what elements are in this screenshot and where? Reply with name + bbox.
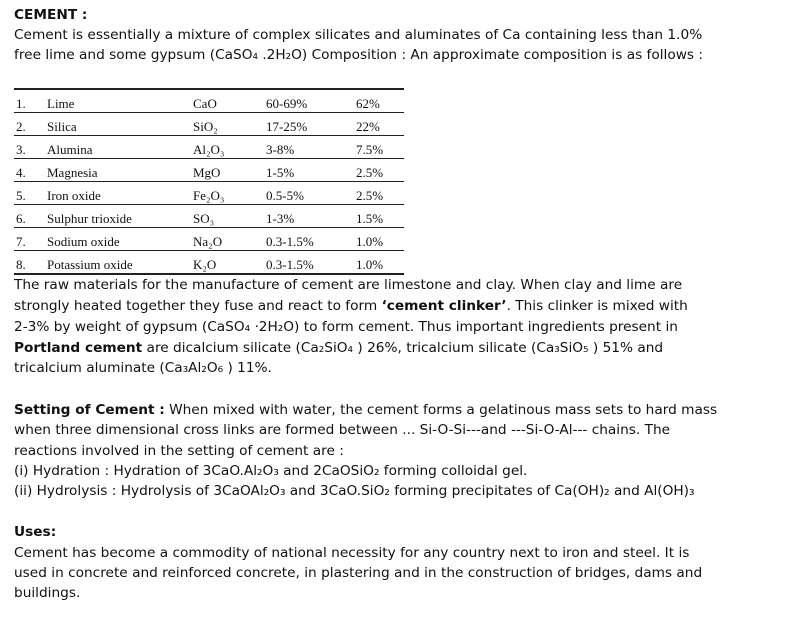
component-name: Sodium oxide [47, 227, 193, 251]
raw-line-2-end: . This clinker is mixed with [506, 298, 688, 314]
intro-line-2: free lime and some gypsum (CaSO₄ .2H₂O) … [14, 47, 704, 63]
chemical-formula: MgO [193, 158, 266, 182]
uses-line-1: Cement has become a commodity of nationa… [14, 545, 690, 561]
chemical-formula: Na₂O [193, 227, 266, 251]
raw-materials-line-2: strongly heated together they fuse and r… [14, 296, 688, 317]
row-number: 3. [14, 135, 47, 159]
component-name: Lime [47, 88, 193, 113]
component-name: Magnesia [47, 158, 193, 182]
percent-range: 0.3-1.5% [266, 250, 356, 275]
typical-percent: 62% [356, 88, 404, 113]
table-row: 4. Magnesia MgO 1-5% 2.5% [14, 158, 404, 182]
setting-line-3: reactions involved in the setting of cem… [14, 443, 344, 459]
row-number: 4. [14, 158, 47, 182]
portland-cement-term: Portland cement [14, 340, 143, 356]
raw-materials-line-1: The raw materials for the manufacture of… [14, 277, 683, 293]
chemical-formula: SO₃ [193, 204, 266, 228]
typical-percent: 2.5% [356, 181, 404, 205]
setting-line-2: when three dimensional cross links are f… [14, 422, 671, 438]
percent-range: 60-69% [266, 88, 356, 113]
uses-line-3: buildings. [14, 585, 81, 601]
typical-percent: 1.0% [356, 250, 404, 275]
table-row: 1. Lime CaO 60-69% 62% [14, 88, 404, 113]
table-row: 5. Iron oxide Fe₂O₃ 0.5-5% 2.5% [14, 181, 404, 205]
setting-line-1-rest: When mixed with water, the cement forms … [164, 402, 718, 418]
typical-percent: 22% [356, 112, 404, 136]
raw-line-4-end: are dicalcium silicate (Ca₂SiO₄ ) 26%, t… [142, 340, 664, 356]
hydrolysis-line: (ii) Hydrolysis : Hydrolysis of 3CaOAl₂O… [14, 483, 695, 499]
chemical-formula: K₂O [193, 250, 266, 275]
row-number: 2. [14, 112, 47, 136]
chemical-formula: SiO₂ [193, 112, 266, 136]
table-row: 2. Silica SiO₂ 17-25% 22% [14, 112, 404, 136]
percent-range: 3-8% [266, 135, 356, 159]
hydration-line: (i) Hydration : Hydration of 3CaO.Al₂O₃ … [14, 463, 528, 479]
raw-line-2-start: strongly heated together they fuse and r… [14, 298, 382, 314]
table-row: 7. Sodium oxide Na₂O 0.3-1.5% 1.0% [14, 227, 404, 251]
row-number: 8. [14, 250, 47, 275]
setting-line-1: Setting of Cement : When mixed with wate… [14, 400, 717, 421]
uses-title: Uses: [14, 524, 57, 540]
typical-percent: 1.5% [356, 204, 404, 228]
row-number: 5. [14, 181, 47, 205]
uses-line-2: used in concrete and reinforced concrete… [14, 565, 703, 581]
component-name: Alumina [47, 135, 193, 159]
section-heading: CEMENT : [14, 7, 88, 23]
row-number: 6. [14, 204, 47, 228]
table-row: 8. Potassium oxide K₂O 0.3-1.5% 1.0% [14, 250, 404, 275]
raw-materials-line-5: tricalcium aluminate (Ca₃Al₂O₆ ) 11%. [14, 360, 272, 376]
table-row: 3. Alumina Al₂O₃ 3-8% 7.5% [14, 135, 404, 159]
composition-table: 1. Lime CaO 60-69% 62% 2. Silica SiO₂ 17-25% 22% 3… [14, 88, 404, 275]
component-name: Potassium oxide [47, 250, 193, 275]
component-name: Silica [47, 112, 193, 136]
raw-materials-line-4: Portland cement are dicalcium silicate (… [14, 338, 663, 359]
component-name: Sulphur trioxide [47, 204, 193, 228]
table-row: 6. Sulphur trioxide SO₃ 1-3% 1.5% [14, 204, 404, 228]
row-number: 7. [14, 227, 47, 251]
chemical-formula: Fe₂O₃ [193, 181, 266, 205]
percent-range: 1-3% [266, 204, 356, 228]
percent-range: 1-5% [266, 158, 356, 182]
typical-percent: 7.5% [356, 135, 404, 159]
percent-range: 0.5-5% [266, 181, 356, 205]
component-name: Iron oxide [47, 181, 193, 205]
typical-percent: 1.0% [356, 227, 404, 251]
chemical-formula: Al₂O₃ [193, 135, 266, 159]
percent-range: 17-25% [266, 112, 356, 136]
intro-line-1: Cement is essentially a mixture of compl… [14, 27, 703, 43]
percent-range: 0.3-1.5% [266, 227, 356, 251]
raw-materials-line-3: 2-3% by weight of gypsum (CaSO₄ ·2H₂O) t… [14, 319, 678, 335]
row-number: 1. [14, 88, 47, 113]
cement-clinker-term: ‘cement clinker’ [381, 298, 507, 314]
chemical-formula: CaO [193, 88, 266, 113]
typical-percent: 2.5% [356, 158, 404, 182]
setting-title: Setting of Cement : [14, 402, 165, 418]
